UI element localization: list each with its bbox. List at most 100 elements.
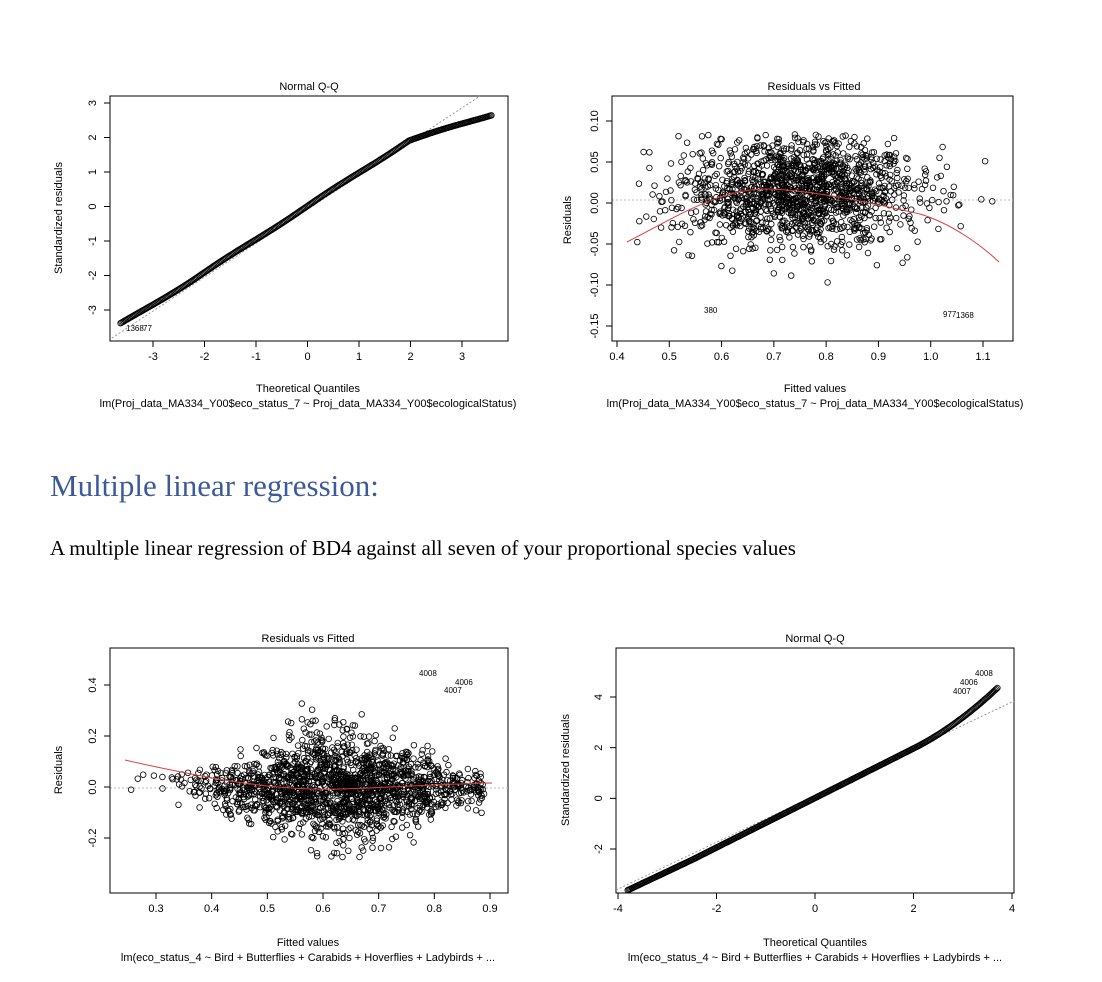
data-point xyxy=(477,796,484,803)
data-point xyxy=(389,788,396,796)
data-point xyxy=(684,168,691,175)
data-point xyxy=(323,763,330,770)
data-point xyxy=(315,755,322,762)
data-point xyxy=(320,808,328,815)
data-point xyxy=(831,201,838,208)
data-point xyxy=(728,215,735,222)
data-point xyxy=(449,772,456,779)
data-point xyxy=(767,175,774,182)
residual-points xyxy=(127,700,488,861)
data-point xyxy=(253,744,260,752)
data-point xyxy=(267,795,274,803)
data-point xyxy=(725,167,732,175)
data-point xyxy=(340,836,347,843)
data-point xyxy=(738,165,745,172)
data-point xyxy=(662,206,669,214)
data-point xyxy=(375,771,383,779)
y-tick-label: 0.4 xyxy=(87,677,99,692)
data-point xyxy=(389,763,397,770)
data-point xyxy=(325,811,332,818)
data-point xyxy=(295,825,302,832)
x-tick-label: 3 xyxy=(459,351,465,363)
data-point xyxy=(758,158,765,165)
data-point xyxy=(465,798,472,805)
data-point xyxy=(809,143,817,151)
data-point xyxy=(833,179,841,186)
data-point xyxy=(276,768,284,776)
data-point xyxy=(799,172,806,180)
data-point xyxy=(705,175,712,182)
data-point xyxy=(478,792,485,799)
qq-plot-top-left: Normal Q-Q 1368 77 -3 -2 -1 0 1 2 3 -3 -2 -1 0 1 2 3… xyxy=(53,81,516,410)
data-point xyxy=(406,811,413,818)
data-point xyxy=(373,803,381,811)
section-body-text: A multiple linear regression of BD4 agai… xyxy=(50,536,796,560)
data-point xyxy=(923,200,931,207)
data-point xyxy=(368,822,375,829)
data-point xyxy=(710,198,717,205)
data-point xyxy=(750,168,758,176)
data-point xyxy=(354,831,361,838)
data-point xyxy=(323,723,330,730)
data-point xyxy=(803,151,811,158)
data-point xyxy=(360,756,367,763)
data-point xyxy=(364,820,371,827)
data-point xyxy=(929,196,936,204)
data-point xyxy=(713,229,720,237)
data-point xyxy=(774,156,781,163)
data-point xyxy=(989,198,996,205)
data-point xyxy=(334,743,341,750)
point-label: 4006 xyxy=(455,678,473,687)
data-point xyxy=(340,768,347,776)
data-point xyxy=(234,763,241,770)
data-point xyxy=(488,112,495,119)
data-point xyxy=(759,195,767,202)
data-point xyxy=(377,824,384,831)
data-point xyxy=(429,748,436,755)
data-point xyxy=(767,236,775,244)
data-point xyxy=(315,767,322,774)
data-point xyxy=(753,201,761,208)
data-point xyxy=(858,204,865,212)
data-point xyxy=(346,801,353,809)
data-point xyxy=(740,247,747,255)
data-point xyxy=(704,213,711,221)
data-point xyxy=(911,181,918,188)
data-point xyxy=(360,733,368,740)
data-point xyxy=(730,191,738,198)
data-point xyxy=(924,216,931,224)
data-point xyxy=(274,816,281,823)
data-point xyxy=(729,228,737,235)
data-point xyxy=(475,787,482,794)
data-point xyxy=(353,746,360,753)
data-point xyxy=(337,814,344,822)
data-point xyxy=(778,223,786,230)
data-point xyxy=(425,760,432,767)
data-point xyxy=(293,786,301,793)
data-point xyxy=(305,796,313,803)
data-point xyxy=(769,194,776,202)
data-point xyxy=(283,793,290,800)
data-point xyxy=(203,771,210,778)
data-point xyxy=(751,162,758,169)
data-point xyxy=(316,797,323,804)
data-point xyxy=(196,804,203,811)
data-point xyxy=(358,822,365,829)
data-point xyxy=(308,834,315,841)
data-point xyxy=(245,785,252,792)
data-point xyxy=(297,777,304,785)
data-point xyxy=(346,834,353,842)
data-point xyxy=(340,733,347,740)
data-point xyxy=(319,749,326,757)
data-point xyxy=(918,185,926,193)
data-point xyxy=(260,749,267,756)
data-point xyxy=(319,738,326,745)
data-point xyxy=(344,758,352,766)
data-point xyxy=(911,185,918,192)
data-point xyxy=(705,131,712,139)
data-point xyxy=(867,177,874,184)
y-tick-label: 0 xyxy=(87,203,99,209)
data-point xyxy=(774,178,781,185)
data-point xyxy=(309,750,316,757)
data-point xyxy=(435,789,442,796)
